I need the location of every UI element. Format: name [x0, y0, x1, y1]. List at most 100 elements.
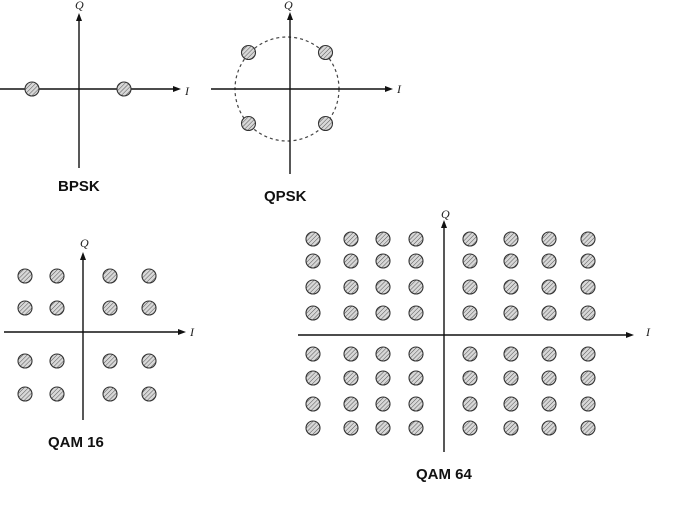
qam64-caption: QAM 64	[416, 466, 473, 483]
qam16-q-arrow-icon	[80, 252, 86, 260]
qam64-symbol	[580, 370, 596, 386]
qam64-symbol	[305, 231, 321, 247]
qpsk-symbol	[240, 115, 257, 132]
qam64-i-arrow-icon	[626, 332, 634, 338]
qam64-symbol	[343, 253, 359, 269]
qam16-symbol	[17, 386, 33, 402]
qam64-symbol	[541, 279, 557, 295]
qam64-symbol	[503, 370, 519, 386]
qam64-symbol	[375, 279, 391, 295]
qam16-symbol	[141, 268, 157, 284]
qpsk-symbol	[317, 44, 334, 61]
qam64-symbol	[580, 231, 596, 247]
qam64-symbol	[305, 420, 321, 436]
qam64-symbol	[408, 346, 424, 362]
qam64-symbol	[408, 279, 424, 295]
qpsk-i-label: I	[396, 82, 402, 96]
qam16-symbol	[17, 353, 33, 369]
qam64-symbol	[343, 420, 359, 436]
qam64-symbol	[462, 420, 478, 436]
qam16-i-label: I	[189, 325, 195, 339]
qam64-symbol	[305, 346, 321, 362]
qam64-symbol	[375, 305, 391, 321]
bpsk-caption: BPSK	[58, 178, 100, 195]
qam64-symbol	[503, 279, 519, 295]
qpsk-q-arrow-icon	[287, 12, 293, 20]
qpsk-symbols	[240, 44, 334, 132]
qam64-symbol	[343, 396, 359, 412]
qam64-symbol	[462, 231, 478, 247]
qam64-symbol	[462, 279, 478, 295]
qam64-symbol	[343, 346, 359, 362]
qam64-symbol	[375, 231, 391, 247]
qam64-symbol	[580, 346, 596, 362]
qam16-symbol	[17, 268, 33, 284]
qam64-symbol	[580, 396, 596, 412]
qam64-symbol	[375, 346, 391, 362]
qam16-symbol	[102, 268, 118, 284]
qam64-symbol	[503, 420, 519, 436]
qam64-symbol	[541, 396, 557, 412]
qam16-symbol	[49, 300, 65, 316]
qam64-symbol	[580, 279, 596, 295]
qam64-symbol	[541, 253, 557, 269]
qam64-symbol	[462, 346, 478, 362]
qam64-symbol	[343, 370, 359, 386]
qam64-symbol	[375, 396, 391, 412]
qam64-symbol	[343, 305, 359, 321]
qam64-symbol	[580, 305, 596, 321]
qam64-symbol	[503, 231, 519, 247]
qam64-symbol	[503, 253, 519, 269]
bpsk-diagram: I Q BPSK	[0, 0, 190, 195]
qpsk-q-label: Q	[284, 0, 293, 12]
qam64-symbol	[305, 305, 321, 321]
bpsk-i-arrow-icon	[173, 86, 181, 92]
qam64-symbol	[408, 396, 424, 412]
qam16-symbol	[17, 300, 33, 316]
qam64-symbol	[541, 305, 557, 321]
qam64-symbol	[375, 370, 391, 386]
qam16-q-label: Q	[80, 236, 89, 250]
qam64-symbol	[408, 370, 424, 386]
qam16-symbol	[102, 353, 118, 369]
bpsk-symbol	[116, 81, 132, 97]
qam64-symbol	[305, 396, 321, 412]
qam64-symbol	[408, 253, 424, 269]
qam64-symbol	[462, 396, 478, 412]
qam16-symbols	[17, 268, 157, 402]
qam16-symbol	[49, 353, 65, 369]
qpsk-symbol	[317, 115, 334, 132]
qam64-symbol	[408, 420, 424, 436]
qam64-symbol	[375, 420, 391, 436]
qam16-i-arrow-icon	[178, 329, 186, 335]
qam64-symbol	[541, 370, 557, 386]
qam16-symbol	[49, 386, 65, 402]
qam64-q-label: Q	[441, 207, 450, 221]
qam64-diagram: I Q QAM 64	[298, 207, 651, 483]
bpsk-q-arrow-icon	[76, 13, 82, 21]
qpsk-i-arrow-icon	[385, 86, 393, 92]
qam64-symbol	[503, 396, 519, 412]
qam64-symbol	[343, 231, 359, 247]
qam64-q-arrow-icon	[441, 220, 447, 228]
qam64-symbol	[462, 370, 478, 386]
qam16-symbol	[141, 353, 157, 369]
qam64-symbol	[305, 279, 321, 295]
qam16-symbol	[102, 386, 118, 402]
qam64-symbol	[305, 370, 321, 386]
qam64-symbol	[541, 231, 557, 247]
qam64-symbol	[541, 346, 557, 362]
qpsk-caption: QPSK	[264, 188, 307, 205]
qam64-symbol	[375, 253, 391, 269]
qam64-symbol	[503, 346, 519, 362]
qam64-symbol	[503, 305, 519, 321]
qam64-i-label: I	[645, 325, 651, 339]
qam64-symbol	[462, 305, 478, 321]
qpsk-diagram: I Q QPSK	[211, 0, 402, 205]
qam16-diagram: I Q QAM 16	[4, 236, 195, 451]
qam64-symbol	[408, 231, 424, 247]
qpsk-symbol	[240, 44, 257, 61]
qam16-symbol	[49, 268, 65, 284]
qam64-symbol	[462, 253, 478, 269]
qam16-symbol	[102, 300, 118, 316]
